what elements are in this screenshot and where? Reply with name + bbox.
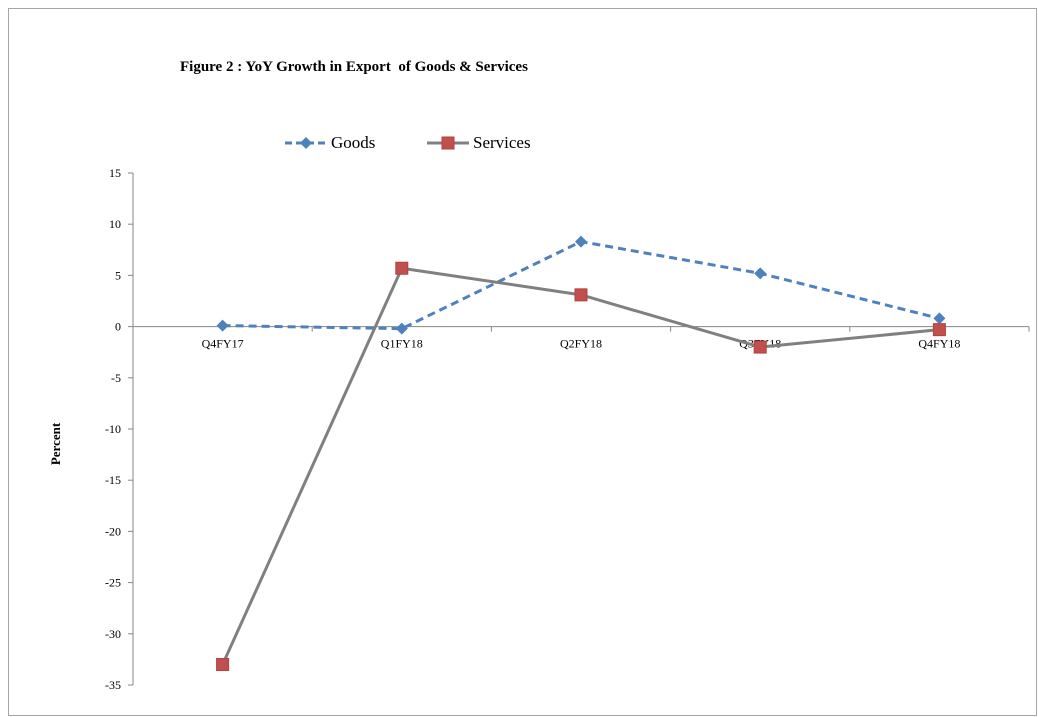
legend-label-services: Services [473,133,531,152]
legend-label-goods: Goods [331,133,376,152]
series-line-goods [222,240,940,331]
y-tick-label: -25 [105,576,121,590]
data-point-goods [395,322,408,335]
chart-title: Figure 2 : YoY Growth in Export of Goods… [180,59,528,75]
chart-frame [8,8,1037,716]
y-tick-label: 0 [115,320,121,334]
y-tick-label: 15 [109,166,121,180]
data-point-goods [575,235,587,248]
data-point-goods [754,267,767,280]
legend-swatch-goods [285,137,327,149]
y-tick-label: -5 [111,371,121,385]
y-tick-label: -30 [105,627,121,641]
y-tick-label: -15 [105,473,121,487]
data-point-services [574,288,588,302]
x-tick-label: Q2FY18 [560,337,602,351]
data-point-services [932,323,946,337]
data-point-goods [933,312,946,325]
data-point-services [395,261,409,275]
x-tick-label: Q1FY18 [381,337,423,351]
y-tick-label: 10 [109,217,121,231]
y-tick-label: -10 [105,422,121,436]
data-point-goods [216,319,229,332]
y-tick-label: -35 [105,678,121,692]
legend-swatch-services [427,136,469,150]
x-tick-label: Q4FY18 [918,337,960,351]
y-tick-label: -20 [105,524,121,538]
data-point-services [216,658,230,672]
x-tick-label: Q4FY17 [202,337,244,351]
y-tick-label: 5 [115,268,121,282]
data-point-services [753,340,767,354]
